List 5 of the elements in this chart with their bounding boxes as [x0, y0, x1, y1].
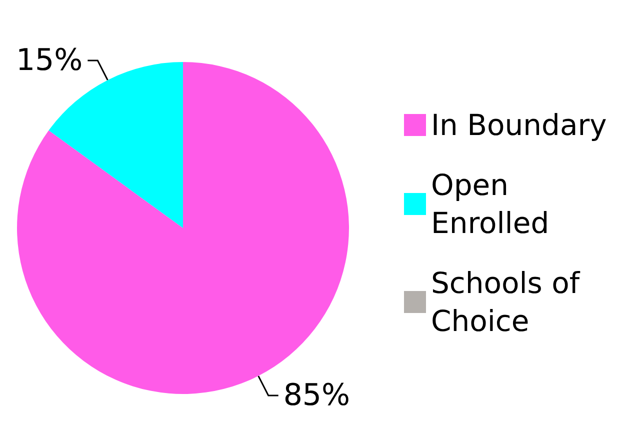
legend-label: In Boundary: [431, 108, 607, 142]
legend-label: Open Enrolled: [431, 168, 550, 240]
data-label: 85%: [283, 378, 350, 414]
data-label: 15%: [16, 42, 83, 78]
legend-label: Schools of Choice: [431, 266, 589, 338]
